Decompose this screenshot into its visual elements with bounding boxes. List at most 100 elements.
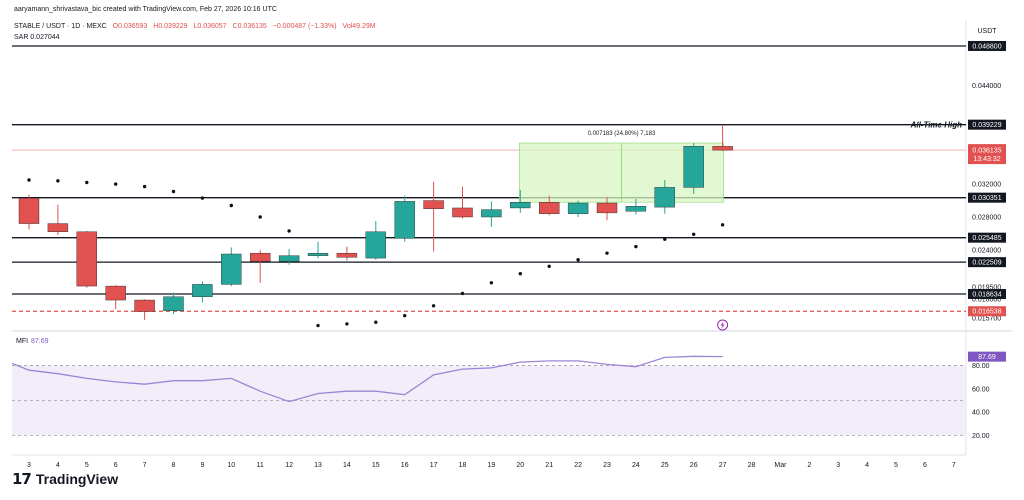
sar-dot (576, 258, 580, 262)
time-axis-tick: 28 (748, 462, 756, 469)
time-axis-tick: 7 (143, 462, 147, 469)
mfi-axis-tick: 60.00 (972, 386, 990, 393)
time-axis-tick: 21 (545, 462, 553, 469)
time-axis-tick: 8 (172, 462, 176, 469)
time-axis-tick: 26 (690, 462, 698, 469)
time-axis-tick: 12 (285, 462, 293, 469)
mfi-legend-value: 87.69 (31, 338, 49, 345)
candle-body (654, 187, 675, 208)
candle-body (712, 146, 733, 151)
level-label-bg (968, 119, 1006, 130)
sar-dot (27, 178, 31, 182)
candle-body (394, 201, 415, 239)
tradingview-logo[interactable]: 17 TradingView (12, 470, 118, 488)
close-value: C0.036135 (232, 23, 267, 30)
time-axis-tick: 3 (27, 462, 31, 469)
sar-dot (258, 215, 262, 219)
time-axis-tick: 2 (807, 462, 811, 469)
time-axis-tick: 18 (459, 462, 467, 469)
candle (654, 180, 675, 214)
sar-legend[interactable]: SAR 0.027044 (14, 34, 60, 41)
sar-dot (374, 320, 378, 324)
candle-body (567, 202, 589, 214)
level-label-bg (968, 192, 1006, 203)
time-axis-tick: 9 (200, 462, 204, 469)
price-axis-tick: 0.044000 (972, 83, 1001, 90)
sar-dot (547, 264, 551, 269)
candle (625, 198, 647, 215)
candle-body (510, 201, 531, 209)
time-axis-tick: 15 (372, 462, 380, 469)
time-axis-tick: 22 (574, 462, 582, 469)
candle-body (249, 252, 271, 262)
time-axis-tick: 19 (488, 462, 496, 469)
time-axis-tick: 3 (836, 462, 840, 469)
tradingview-logo-icon: 17 (12, 470, 32, 488)
time-axis-tick: 24 (632, 462, 640, 469)
candle-body (221, 253, 242, 285)
sar-dot (85, 180, 89, 185)
mfi-band (12, 365, 966, 436)
tradingview-logo-text: TradingView (35, 471, 119, 487)
level-label-bg (968, 40, 1006, 51)
sar-dot (489, 281, 494, 285)
candle-body (105, 285, 126, 301)
time-axis-tick: 14 (343, 462, 351, 469)
time-axis-tick: 27 (719, 462, 727, 469)
change-value: −0.000487 (−1.33%) (272, 23, 337, 30)
mfi-axis-tick: 40.00 (972, 410, 990, 417)
candle (192, 281, 213, 303)
ohlc-legend: STABLE / USDT · 1D · MEXC O0.036593 H0.0… (14, 23, 380, 30)
candle (249, 249, 271, 283)
sar-dot (403, 313, 407, 318)
mfi-line (11, 355, 723, 403)
time-axis-tick: 10 (227, 462, 235, 469)
level-label-bg (968, 306, 1006, 317)
time-axis-tick: Mar (774, 462, 787, 469)
time-axis-tick: 5 (85, 462, 89, 469)
level-label: 0.025485 (972, 235, 1001, 242)
candle-body (18, 197, 40, 224)
candle (452, 186, 473, 219)
sar-dot (663, 237, 667, 241)
candle (18, 194, 40, 230)
volume-value: Vol49.29M (342, 23, 376, 30)
symbol-label[interactable]: STABLE / USDT · 1D · MEXC (14, 23, 107, 30)
candle (336, 246, 358, 261)
candle (307, 241, 329, 259)
candle (365, 221, 386, 260)
countdown-label: 13:43:32 (973, 156, 1000, 163)
low-value: L0.036057 (193, 23, 227, 30)
time-axis-tick: 11 (257, 462, 264, 469)
price-axis-tick: 0.028000 (972, 215, 1001, 222)
candle-body (76, 231, 98, 287)
time-axis-tick: 17 (430, 462, 438, 469)
sar-dot (229, 203, 233, 208)
time-axis-tick: 7 (952, 462, 956, 469)
candle-body (278, 255, 300, 262)
sar-dot (171, 189, 176, 194)
candle-body (539, 201, 560, 214)
candle (47, 204, 69, 236)
sar-dot (200, 196, 205, 200)
price-axis-tick: 0.015700 (972, 316, 1001, 323)
current-price-label-bg (968, 144, 1006, 165)
candle (163, 292, 184, 315)
level-label-bg (968, 289, 1006, 300)
time-axis-tick: 16 (401, 462, 409, 469)
level-label: 0.018634 (972, 292, 1001, 299)
candle-body (163, 296, 184, 311)
mfi-label[interactable]: MFI (16, 338, 28, 345)
sar-dot (345, 322, 349, 326)
candle (105, 285, 126, 310)
candle (481, 201, 502, 227)
candle (510, 189, 531, 213)
all-time-high-label[interactable]: All-Time High (910, 121, 963, 130)
high-value: H0.039229 (153, 23, 188, 30)
level-label-bg (968, 257, 1006, 268)
sar-dot (56, 179, 60, 183)
sar-dot (142, 184, 147, 189)
price-axis-tick: 0.032000 (972, 182, 1001, 189)
candle (221, 247, 242, 287)
